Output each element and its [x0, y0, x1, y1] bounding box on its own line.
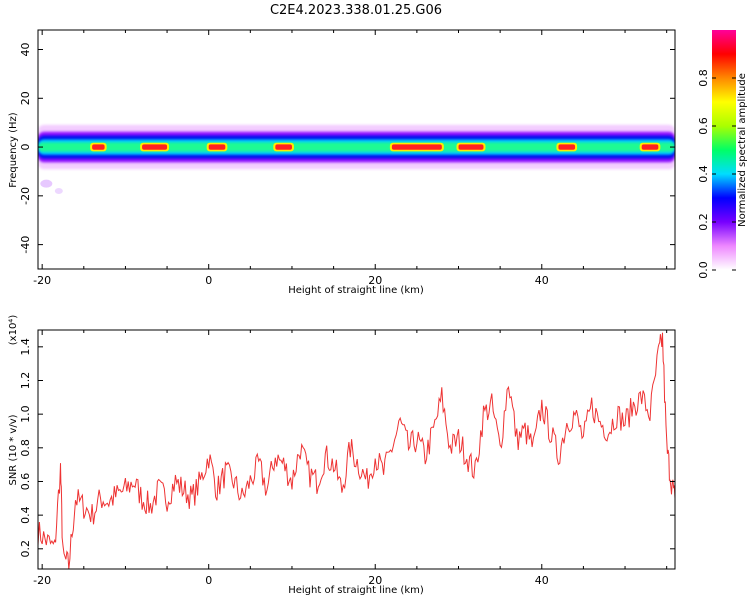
colorbar-tick-label: 0.0	[697, 261, 710, 279]
spectrogram-frame	[37, 29, 676, 270]
spectrogram-high-segment	[142, 144, 168, 150]
snr-plot-area	[38, 330, 675, 569]
spectrogram-faint-patch	[54, 187, 63, 194]
snr-y-tick-label: 1.2	[19, 372, 32, 390]
spectrogram-band	[38, 124, 675, 194]
colorbar-tick-label: 0.8	[697, 69, 710, 87]
spectrogram-band-layer	[38, 142, 675, 152]
snr-y-tick-label: 0.6	[19, 473, 32, 491]
snr-x-tick-label: 0	[205, 574, 212, 587]
colorbar-tick-label: 0.2	[697, 213, 710, 231]
spectrogram-high-segment	[558, 144, 576, 150]
snr-y-exponent: (x10⁴)	[8, 315, 19, 346]
spectrogram-x-axis-label: Height of straight line (km)	[288, 285, 424, 296]
snr-frame	[37, 329, 676, 570]
spectrogram-high-segment	[275, 144, 292, 150]
figure-title: C2E4.2023.338.01.25.G06	[270, 3, 442, 18]
snr-y-tick-label: 1.0	[19, 405, 32, 423]
snr-x-axis-label: Height of straight line (km)	[288, 585, 424, 596]
spectrogram-high-segment	[208, 144, 226, 150]
spectrogram-high-segment	[458, 144, 484, 150]
snr-x-tick-label: -20	[33, 574, 51, 587]
spectrogram-y-tick-label: 0	[19, 144, 32, 151]
spectrogram-x-tick-label: 40	[535, 274, 549, 287]
colorbar-tick-label: 0.6	[697, 117, 710, 135]
spectrogram-high-segment	[641, 144, 659, 150]
snr-y-tick-label: 0.4	[19, 506, 32, 524]
spectrogram-high-segment	[92, 144, 105, 150]
spectrogram-x-tick-label: 0	[205, 274, 212, 287]
colorbar-scale	[712, 30, 736, 270]
snr-x-tick-label: 20	[368, 574, 382, 587]
colorbar-tick-label: 0.4	[697, 165, 710, 183]
snr-y-tick-label: 1.4	[19, 338, 32, 356]
snr-y-axis-label: SNR (10 * v/v)	[8, 414, 19, 485]
colorbar: 0.0 0.2 0.4 0.6 0.8 Normalized spectral ampl…	[697, 30, 748, 279]
snr-series-line	[38, 332, 675, 569]
colorbar-label: Normalized spectral amplitude	[737, 73, 748, 227]
snr-ticks: -20 0 20 40 0.2 0.4 0.6 0.8 1.0 1.2 1.4	[19, 330, 675, 587]
snr-panel: -20 0 20 40 0.2 0.4 0.6 0.8 1.0 1.2 1.4 Height of …	[8, 315, 676, 596]
spectrogram-x-tick-label: 20	[368, 274, 382, 287]
snr-y-tick-label: 0.8	[19, 439, 32, 457]
spectrogram-ticks: -20 0 20 40 -40 -20 0 20 40	[19, 30, 675, 287]
spectrogram-panel: -20 0 20 40 -40 -20 0 20 40 Height of straight l…	[8, 29, 676, 296]
spectrogram-y-tick-label: 20	[19, 91, 32, 105]
spectrogram-y-axis-label: Frequency (Hz)	[8, 112, 19, 188]
spectrogram-y-tick-label: 40	[19, 43, 32, 57]
colorbar-ticks: 0.0 0.2 0.4 0.6 0.8	[697, 69, 736, 279]
snr-y-tick-label: 0.2	[19, 540, 32, 558]
spectrogram-y-tick-label: -20	[19, 187, 32, 205]
snr-x-tick-label: 40	[535, 574, 549, 587]
spectrogram-high-segment	[391, 144, 442, 150]
spectrogram-y-tick-label: -40	[19, 236, 32, 254]
spectrogram-x-tick-label: -20	[33, 274, 51, 287]
spectrogram-faint-patch	[40, 179, 53, 188]
